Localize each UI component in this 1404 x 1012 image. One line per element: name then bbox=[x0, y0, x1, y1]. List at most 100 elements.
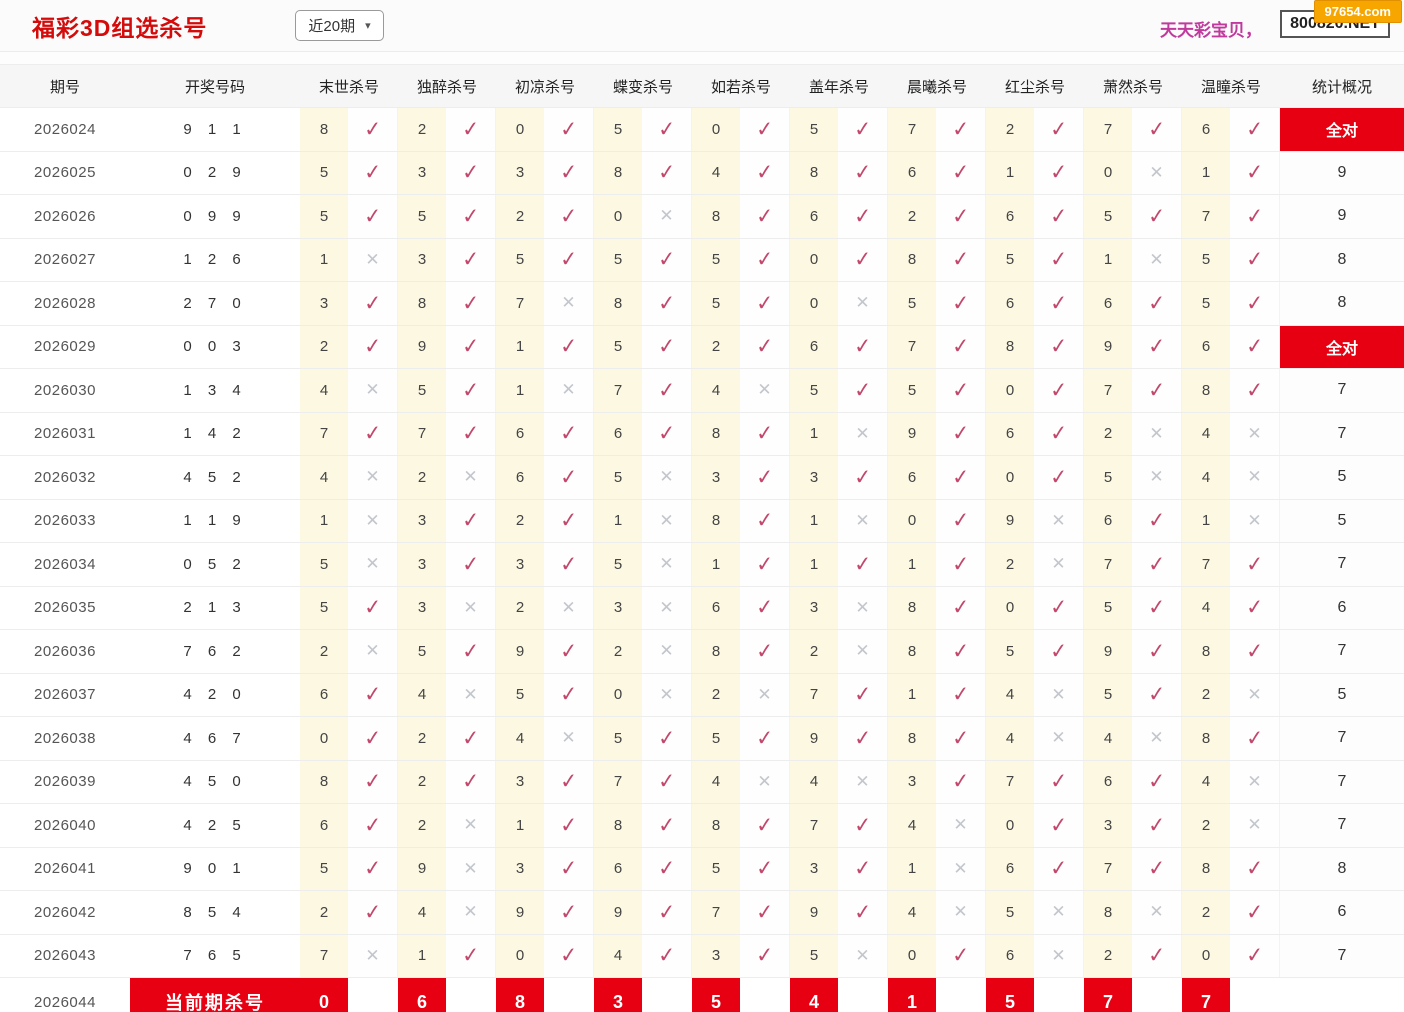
period-cell: 2026034 bbox=[34, 555, 96, 573]
kill-number-cell: 3 bbox=[398, 586, 446, 629]
period-cell: 2026026 bbox=[34, 207, 96, 225]
miss-x-icon: ✕ bbox=[855, 771, 870, 791]
kill-number-cell: 7 bbox=[300, 934, 348, 977]
kill-number-cell: 8 bbox=[790, 151, 838, 194]
miss-x-icon: ✕ bbox=[1051, 728, 1066, 748]
kill-mark-cell: ✕ bbox=[1034, 717, 1084, 760]
winning-numbers-cell: 0 5 2 bbox=[183, 555, 247, 573]
miss-x-icon: ✕ bbox=[1051, 684, 1066, 704]
kill-number-cell: 5 bbox=[594, 456, 642, 499]
kill-mark-cell: ✓ bbox=[642, 412, 692, 455]
kill-mark-cell: ✓ bbox=[642, 891, 692, 934]
kill-number-cell: 4 bbox=[888, 804, 936, 847]
miss-x-icon: ✕ bbox=[855, 510, 870, 530]
miss-x-icon: ✕ bbox=[561, 597, 576, 617]
col-header-numbers: 开奖号码 bbox=[184, 78, 245, 96]
kill-mark-cell: ✓ bbox=[642, 282, 692, 325]
miss-x-icon: ✕ bbox=[463, 597, 478, 617]
hit-check-icon: ✓ bbox=[950, 421, 971, 446]
kill-number-cell: 0 bbox=[986, 586, 1034, 629]
kill-number-cell: 1 bbox=[496, 804, 544, 847]
kill-mark-cell: ✓ bbox=[348, 108, 398, 151]
hit-check-icon: ✓ bbox=[852, 900, 873, 925]
kill-mark-cell: ✓ bbox=[1034, 369, 1084, 412]
current-kill-empty-cell bbox=[1230, 978, 1280, 1012]
kill-mark-cell: ✕ bbox=[544, 282, 594, 325]
miss-x-icon: ✕ bbox=[365, 380, 380, 400]
winning-numbers-cell: 1 3 4 bbox=[183, 381, 247, 399]
kill-mark-cell: ✓ bbox=[740, 717, 790, 760]
kill-number-cell: 4 bbox=[1182, 586, 1230, 629]
kill-mark-cell: ✕ bbox=[348, 934, 398, 977]
hit-check-icon: ✓ bbox=[460, 204, 481, 229]
kill-number-cell: 2 bbox=[300, 891, 348, 934]
hit-check-icon: ✓ bbox=[754, 465, 775, 490]
hit-check-icon: ✓ bbox=[656, 726, 677, 751]
kill-number-cell: 5 bbox=[300, 151, 348, 194]
kill-mark-cell: ✓ bbox=[642, 369, 692, 412]
period-cell: 2026033 bbox=[34, 512, 96, 530]
miss-x-icon: ✕ bbox=[1247, 771, 1262, 791]
kill-number-cell: 7 bbox=[1084, 108, 1132, 151]
current-kill-empty-cell bbox=[446, 978, 496, 1012]
kill-mark-cell: ✓ bbox=[740, 282, 790, 325]
kill-mark-cell: ✕ bbox=[1230, 760, 1280, 803]
hit-check-icon: ✓ bbox=[656, 378, 677, 403]
hit-check-icon: ✓ bbox=[362, 769, 383, 794]
hit-check-icon: ✓ bbox=[1244, 639, 1265, 664]
period-cell: 2026036 bbox=[34, 642, 96, 660]
kill-number-cell: 3 bbox=[790, 586, 838, 629]
hit-check-icon: ✓ bbox=[1146, 856, 1167, 881]
kill-number-cell: 6 bbox=[1084, 282, 1132, 325]
hit-check-icon: ✓ bbox=[362, 421, 383, 446]
hit-check-icon: ✓ bbox=[1244, 726, 1265, 751]
stats-count-cell: 7 bbox=[1280, 717, 1404, 760]
hit-check-icon: ✓ bbox=[558, 639, 579, 664]
kill-number-cell: 5 bbox=[790, 369, 838, 412]
current-kill-empty-cell bbox=[544, 978, 594, 1012]
period-cell: 2026024 bbox=[34, 120, 96, 138]
kill-mark-cell: ✓ bbox=[1230, 238, 1280, 281]
hit-check-icon: ✓ bbox=[460, 421, 481, 446]
kill-mark-cell: ✓ bbox=[936, 456, 986, 499]
kill-number-cell: 3 bbox=[888, 760, 936, 803]
col-header-kill-0: 末世杀号 bbox=[318, 78, 379, 96]
current-kill-number-cell: 7 bbox=[1084, 978, 1132, 1012]
winning-numbers-cell: 1 1 9 bbox=[183, 512, 247, 530]
kill-mark-cell: ✓ bbox=[544, 673, 594, 716]
range-select-dropdown[interactable]: 近20期 ▾ bbox=[295, 10, 384, 41]
hit-check-icon: ✓ bbox=[1048, 160, 1069, 185]
hit-check-icon: ✓ bbox=[754, 856, 775, 881]
kill-mark-cell: ✓ bbox=[936, 151, 986, 194]
hit-check-icon: ✓ bbox=[362, 856, 383, 881]
kill-number-cell: 5 bbox=[1182, 282, 1230, 325]
kill-mark-cell: ✓ bbox=[544, 108, 594, 151]
kill-mark-cell: ✕ bbox=[1230, 456, 1280, 499]
kill-number-cell: 2 bbox=[1182, 804, 1230, 847]
kill-number-cell: 1 bbox=[888, 673, 936, 716]
kill-mark-cell: ✓ bbox=[1132, 760, 1182, 803]
stats-count-cell: 7 bbox=[1280, 804, 1404, 847]
kill-number-cell: 2 bbox=[1084, 412, 1132, 455]
hit-check-icon: ✓ bbox=[950, 682, 971, 707]
miss-x-icon: ✕ bbox=[659, 510, 674, 530]
table-row: 2026024 9 1 1 8 ✓ 2 ✓ 0 ✓ 5 ✓ 0 ✓ 5 ✓ 7 ✓ 2 ✓ 7 ✓ 6 ✓ 全对 bbox=[0, 108, 1404, 152]
col-header-kill-1: 独醉杀号 bbox=[416, 78, 477, 96]
current-kill-number-cell: 5 bbox=[986, 978, 1034, 1012]
kill-mark-cell: ✓ bbox=[1132, 369, 1182, 412]
hit-check-icon: ✓ bbox=[1244, 595, 1265, 620]
hit-check-icon: ✓ bbox=[852, 813, 873, 838]
kill-mark-cell: ✕ bbox=[936, 891, 986, 934]
kill-number-cell: 4 bbox=[496, 717, 544, 760]
kill-number-cell: 3 bbox=[398, 499, 446, 542]
hit-check-icon: ✓ bbox=[362, 160, 383, 185]
kill-mark-cell: ✓ bbox=[740, 499, 790, 542]
kill-number-cell: 2 bbox=[398, 804, 446, 847]
current-kill-number-cell: 0 bbox=[300, 978, 348, 1012]
period-cell: 2026030 bbox=[34, 381, 96, 399]
kill-number-cell: 8 bbox=[888, 586, 936, 629]
winning-numbers-cell: 4 6 7 bbox=[183, 729, 247, 747]
kill-mark-cell: ✕ bbox=[838, 412, 888, 455]
kill-number-cell: 6 bbox=[986, 412, 1034, 455]
kill-mark-cell: ✕ bbox=[1132, 717, 1182, 760]
